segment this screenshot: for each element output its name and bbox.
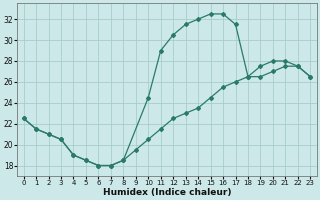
X-axis label: Humidex (Indice chaleur): Humidex (Indice chaleur) — [103, 188, 231, 197]
